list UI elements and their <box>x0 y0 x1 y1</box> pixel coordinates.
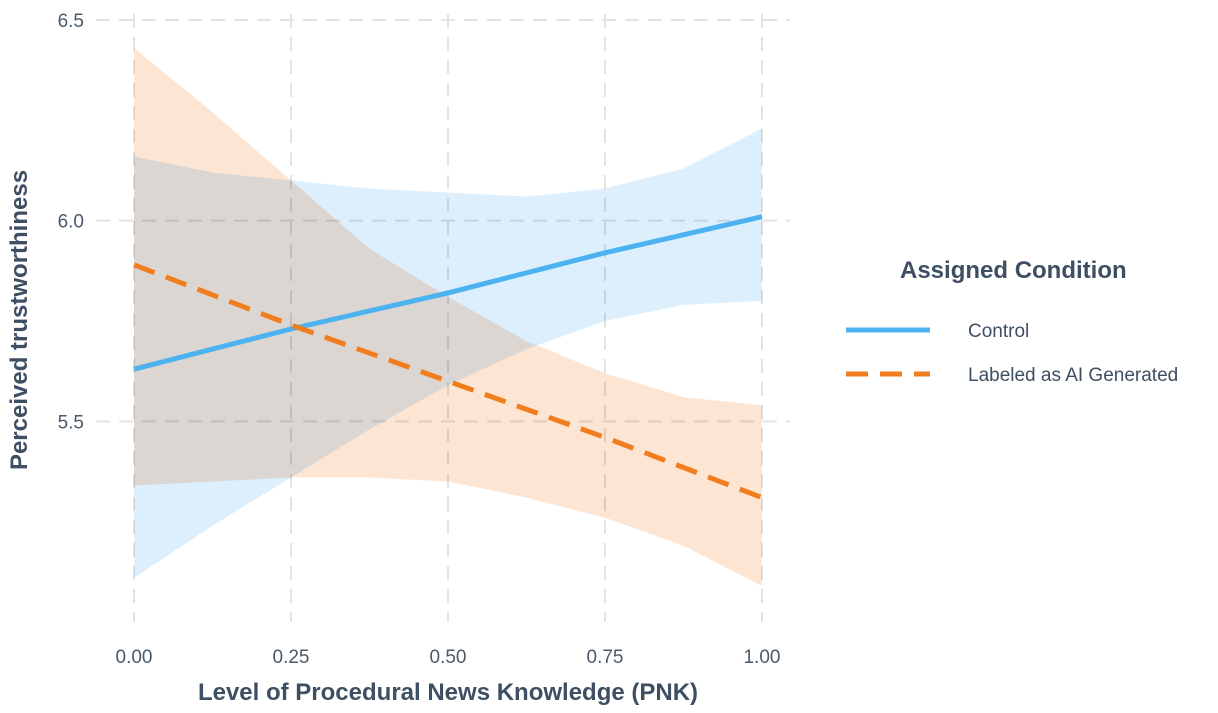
series-line-control <box>133 214 763 372</box>
legend: Assigned Condition Control Labeled as AI … <box>846 257 1178 386</box>
x-tick-label: 0.75 <box>587 647 624 668</box>
legend-title: Assigned Condition <box>900 257 1127 284</box>
x-tick-label: 0.00 <box>116 647 153 668</box>
x-tick-label: 0.50 <box>430 647 467 668</box>
legend-label: Control <box>968 321 1029 342</box>
y-tick-label: 5.5 <box>58 412 84 433</box>
x-tick-label: 1.00 <box>744 647 781 668</box>
series-line-ai-labeled <box>133 262 763 500</box>
confidence-bands <box>134 48 762 586</box>
confidence-band-ai-labeled <box>134 48 762 586</box>
x-axis-title: Level of Procedural News Knowledge (PNK) <box>198 679 698 706</box>
legend-label: Labeled as AI Generated <box>968 365 1178 386</box>
y-tick-labels: 5.5 6.0 6.5 <box>58 11 84 433</box>
x-tick-labels: 0.00 0.25 0.50 0.75 1.00 <box>116 647 781 668</box>
y-tick-label: 6.0 <box>58 212 84 233</box>
y-axis-title: Perceived trustworthiness <box>6 170 33 470</box>
x-tick-label: 0.25 <box>273 647 310 668</box>
series-lines <box>133 214 763 500</box>
y-tick-label: 6.5 <box>58 11 84 32</box>
